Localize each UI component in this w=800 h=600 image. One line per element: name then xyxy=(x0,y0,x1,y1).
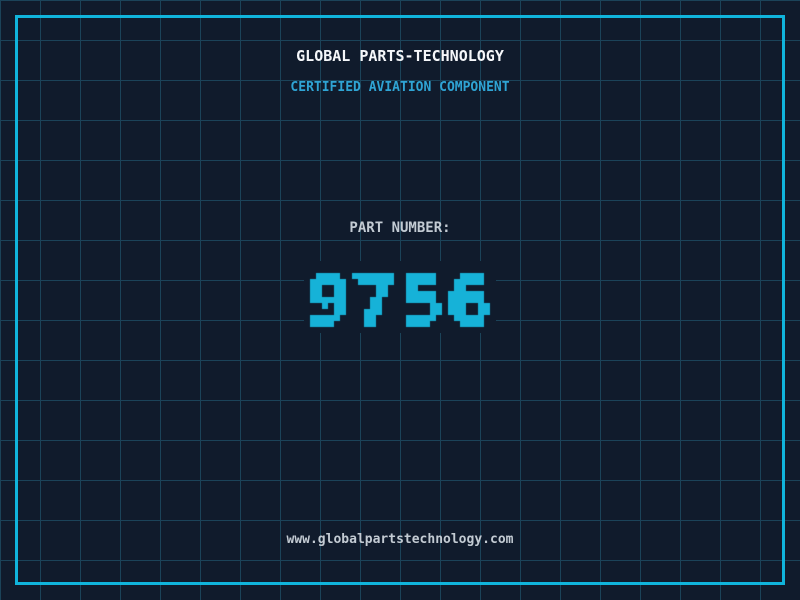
part-number-display xyxy=(304,261,496,333)
website-url: www.globalpartstechnology.com xyxy=(286,532,514,547)
company-title: GLOBAL PARTS-TECHNOLOGY xyxy=(296,47,504,65)
certification-subtitle: CERTIFIED AVIATION COMPONENT xyxy=(290,80,510,95)
part-number-label: PART NUMBER: xyxy=(349,220,451,236)
